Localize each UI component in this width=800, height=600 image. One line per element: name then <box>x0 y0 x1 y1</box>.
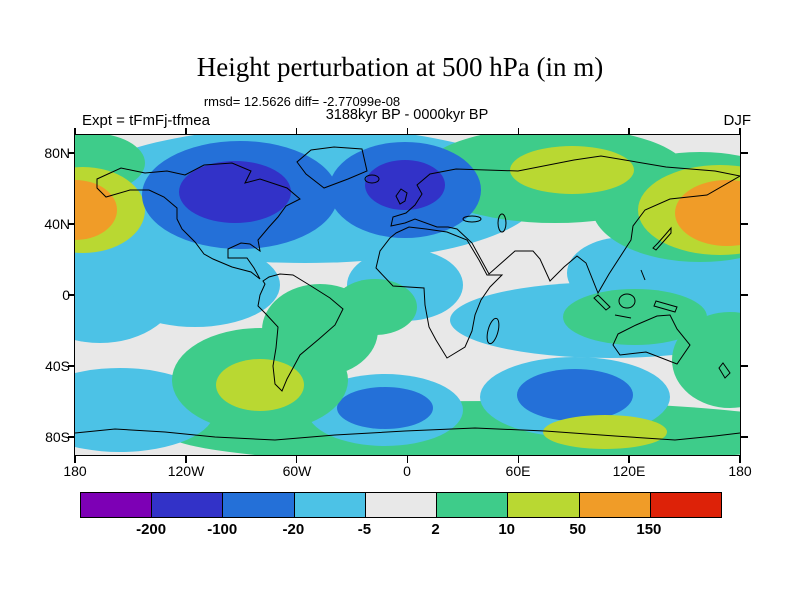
coastline-eurasia <box>390 155 740 295</box>
anomaly-blob <box>110 243 280 327</box>
coastline-philippines <box>640 269 646 281</box>
axis-tick <box>74 127 76 135</box>
coastline-iceland <box>364 174 380 184</box>
x-tick-label: 120E <box>612 463 646 479</box>
lake-caspian-sea <box>497 213 507 233</box>
axis-tick <box>295 127 298 135</box>
anomaly-blob <box>365 160 445 210</box>
axis-tick <box>741 365 748 367</box>
coastline-antarctica <box>75 427 740 441</box>
coastline-australia <box>612 314 691 365</box>
anomaly-blob <box>517 369 633 421</box>
coastline-north-america <box>96 162 301 280</box>
y-tick-label: 80N <box>44 145 70 161</box>
axis-tick <box>67 436 75 438</box>
axis-tick <box>67 223 75 225</box>
colorbar-label: -100 <box>207 521 238 538</box>
colorbar-segment <box>293 493 365 517</box>
axis-tick <box>185 456 187 463</box>
x-tick-label: 120W <box>167 463 205 479</box>
colorbar-segment <box>222 493 294 517</box>
colorbar-segment <box>436 493 508 517</box>
axis-tick <box>741 294 748 296</box>
rmsd-diff-stats: rmsd= 12.5626 diff= -2.77099e-08 <box>203 94 401 109</box>
x-tick-label: 180 <box>63 463 87 479</box>
colorbar-label: -200 <box>136 521 167 538</box>
coastline-africa <box>375 226 504 359</box>
chart-title: Height perturbation at 500 hPa (in m) <box>196 52 604 82</box>
colorbar-label: -20 <box>282 521 305 538</box>
coastlines <box>75 146 740 441</box>
contour-map <box>75 135 740 455</box>
anomaly-blob <box>216 359 304 411</box>
axis-tick <box>517 127 520 135</box>
coastline-new-zealand <box>718 362 731 379</box>
coastline-uk <box>395 188 408 205</box>
axis-tick <box>628 127 630 135</box>
anomaly-blob <box>337 387 433 429</box>
colorbar-segment <box>578 493 650 517</box>
period-subtitle: 3188kyr BP - 0000kyr BP <box>325 107 489 123</box>
anomaly-blob <box>543 415 667 449</box>
axis-tick <box>295 456 298 463</box>
axis-tick <box>406 456 409 463</box>
colorbar-segment <box>151 493 223 517</box>
anomaly-blob <box>333 279 417 335</box>
axis-tick <box>74 456 76 463</box>
axis-tick <box>739 127 741 135</box>
colorbar-labels: -200 -100 -20 -5 2 10 50 150 <box>80 521 720 543</box>
axis-tick <box>739 456 741 463</box>
anomaly-blob <box>179 161 291 223</box>
axis-tick <box>185 127 187 135</box>
y-tick-label: 40S <box>45 358 70 374</box>
axis-tick <box>67 365 75 367</box>
anomaly-field <box>75 135 740 455</box>
colorbar <box>80 492 722 518</box>
y-tick-label: 40N <box>44 216 70 232</box>
axis-tick <box>628 456 630 463</box>
colorbar-label: 2 <box>431 521 440 538</box>
colorbar-label: 10 <box>498 521 515 538</box>
season-label: DJF <box>723 112 752 129</box>
coastline-new-guinea <box>653 300 678 313</box>
x-tick-label: 0 <box>403 463 411 479</box>
anomaly-blob <box>75 180 117 240</box>
anomaly-blob <box>672 312 740 408</box>
x-tick-label: 60W <box>282 463 312 479</box>
axis-tick <box>67 294 75 296</box>
coastline-sumatra <box>593 294 611 311</box>
colorbar-label: 150 <box>636 521 662 538</box>
x-tick-label: 180 <box>728 463 752 479</box>
coastline-borneo <box>618 293 636 309</box>
colorbar-segment <box>364 493 437 517</box>
x-tick-label: 60E <box>505 463 531 479</box>
y-tick-label: 80S <box>45 429 70 445</box>
coastline-madagascar <box>486 317 500 345</box>
axis-tick <box>741 152 748 154</box>
colorbar-label: -5 <box>357 521 372 538</box>
y-tick-label: 0 <box>62 287 70 303</box>
axis-tick <box>67 152 75 154</box>
axis-tick <box>517 456 520 463</box>
axis-tick <box>741 223 748 225</box>
colorbar-segment <box>81 493 152 517</box>
axis-tick <box>741 436 748 438</box>
coastline-java <box>614 314 632 319</box>
lake-black-sea <box>462 215 482 223</box>
anomaly-blob <box>510 146 634 194</box>
coastline-japan <box>652 226 672 251</box>
colorbar-label: 50 <box>569 521 587 538</box>
coastline-south-america <box>257 273 344 392</box>
colorbar-segment <box>649 493 721 517</box>
coastline-greenland <box>296 146 368 189</box>
experiment-label: Expt = tFmFj-tfmea <box>82 112 210 129</box>
colorbar-segment <box>507 493 579 517</box>
axis-tick <box>406 127 409 135</box>
